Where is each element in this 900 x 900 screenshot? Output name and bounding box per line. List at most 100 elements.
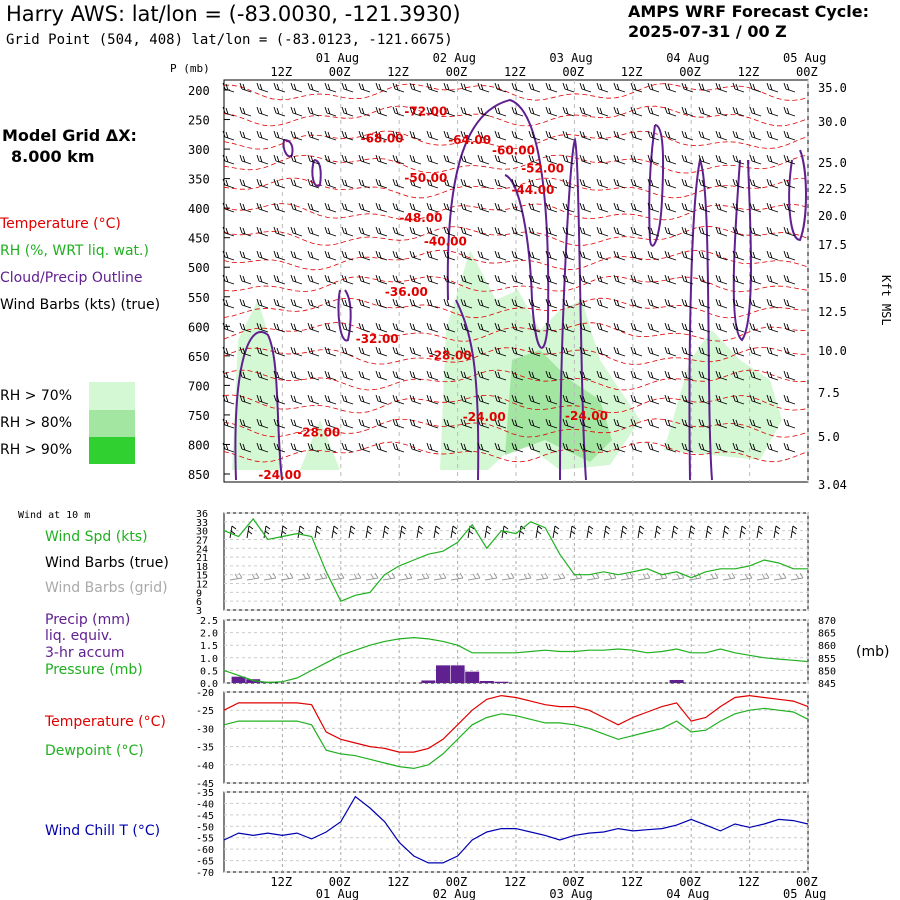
pressure-tick-label: 200: [188, 84, 210, 98]
isotherm-label: -32.00: [356, 332, 399, 346]
wind-barb: [460, 298, 473, 309]
wind-barb: [749, 250, 762, 261]
wind-barb: [426, 202, 439, 213]
isotherm-label: -24.00: [258, 468, 301, 482]
wind-barb: [783, 274, 796, 285]
isotherm-label: -52.00: [521, 161, 564, 175]
wind-barb: [307, 130, 320, 141]
cloud-outline-7: [732, 159, 752, 342]
wind-barb: [698, 322, 711, 333]
wind-barb: [783, 106, 796, 117]
wind-barb: [766, 394, 779, 405]
wind-barb: [749, 226, 762, 237]
pressure-panel-tick-label: 855: [818, 654, 836, 665]
wind-barb: [392, 202, 405, 213]
temp-tick-label: -45: [196, 779, 214, 790]
wind-barb: [647, 442, 660, 453]
grid-barb: [569, 572, 583, 581]
wind-barb: [732, 154, 745, 165]
wind-barb: [545, 370, 558, 381]
isotherm-label: -60.00: [492, 144, 535, 158]
wind-barb: [596, 274, 609, 285]
wind-barb: [239, 322, 252, 333]
wind-barb: [256, 250, 269, 261]
wind-barb: [263, 525, 271, 539]
grid-barb: [790, 572, 804, 581]
wind-barb: [222, 418, 235, 429]
wind-barb: [477, 370, 490, 381]
wind-barb: [647, 226, 660, 237]
wind-barb: [528, 322, 541, 333]
wind-barb: [749, 202, 762, 213]
wind-barb: [280, 525, 288, 539]
wind-barb: [732, 322, 745, 333]
wind-barb: [494, 346, 507, 357]
wind-barb: [494, 130, 507, 141]
wind-barb: [273, 346, 286, 357]
wind-barb: [341, 322, 354, 333]
wind-barb: [579, 154, 592, 165]
precip-tick-label: 1.5: [200, 641, 218, 652]
pressure-panel-tick-label: 850: [818, 666, 836, 677]
wind-barb: [341, 442, 354, 453]
top-date-label: 02 Aug: [433, 51, 476, 65]
wind-barb: [528, 442, 541, 453]
wind-barb: [239, 442, 252, 453]
wind-barb: [579, 226, 592, 237]
wind-barb: [222, 130, 235, 141]
wind-barb: [562, 274, 575, 285]
wind-barb: [722, 525, 730, 539]
height-axis-label: Kft MSL: [879, 275, 893, 326]
wind-barb: [494, 178, 507, 189]
wind-barb: [732, 370, 745, 381]
legend-temperature: Temperature (°C): [0, 216, 121, 232]
pressure-unit-label: (mb): [856, 644, 890, 660]
wind-barb: [630, 154, 643, 165]
wind-barb: [290, 82, 303, 93]
wind-barb: [494, 298, 507, 309]
wind-barb: [620, 525, 628, 539]
wind-barb: [749, 418, 762, 429]
wind-barb: [273, 202, 286, 213]
grid-barb: [739, 572, 753, 581]
wind-barb: [484, 525, 492, 539]
wind-barb: [790, 525, 798, 539]
wind-barb: [392, 154, 405, 165]
wind-barb: [562, 250, 575, 261]
wind-barb: [664, 250, 677, 261]
wind-barb: [647, 346, 660, 357]
pressure-panel-tick-label: 860: [818, 641, 836, 652]
wind-barb: [375, 178, 388, 189]
bottom-hour-label: 12Z: [387, 875, 409, 889]
model-grid-label: Model Grid ΔX:: [2, 126, 137, 145]
wind-barb: [256, 346, 269, 357]
wind-barb: [222, 394, 235, 405]
wind-barb: [579, 106, 592, 117]
wind-barb: [766, 106, 779, 117]
bottom-hour-label: 00Z: [446, 875, 468, 889]
wind-barb: [562, 82, 575, 93]
wind-barb: [494, 154, 507, 165]
wind-barb: [307, 394, 320, 405]
pressure-tick-label: 650: [188, 350, 210, 364]
precip-label: Precip (mm): [45, 612, 131, 628]
wind-barb: [392, 226, 405, 237]
wind-barb: [375, 394, 388, 405]
bottom-hour-label: 00Z: [329, 875, 351, 889]
wind-barb: [579, 394, 592, 405]
wind-barb: [698, 418, 711, 429]
wind-barb: [766, 250, 779, 261]
wind-barb: [409, 82, 422, 93]
wind-barb: [579, 346, 592, 357]
wind-barb: [647, 250, 660, 261]
wind-barb: [222, 226, 235, 237]
wind-barb: [596, 178, 609, 189]
wind-barb: [382, 525, 390, 539]
wind-barb: [460, 226, 473, 237]
wind-tick-label: 12: [196, 580, 208, 591]
wind-barb: [715, 250, 728, 261]
wind-barb: [586, 525, 594, 539]
wind-barb: [732, 298, 745, 309]
pressure-tick-label: 850: [188, 468, 210, 482]
wind-barb: [324, 442, 337, 453]
